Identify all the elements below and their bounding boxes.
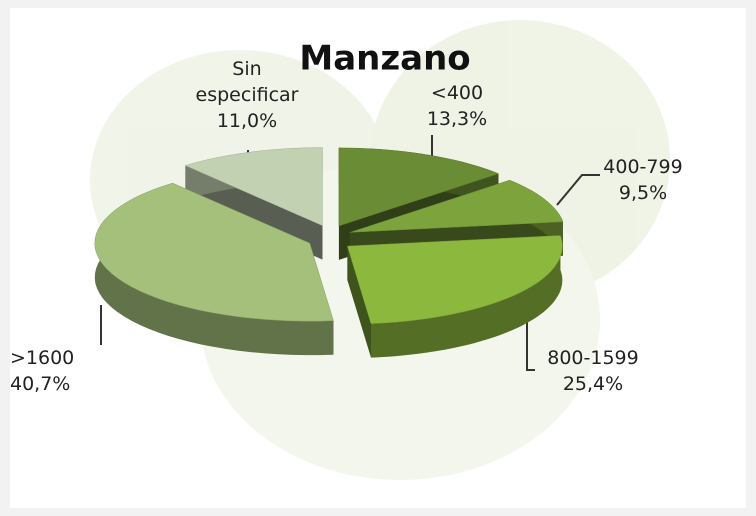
chart: Manzano <box>0 0 756 516</box>
value-label: 25,4% <box>528 371 658 397</box>
value-label: 9,5% <box>578 180 708 206</box>
chart-page: Manzano <40013,3% 400-7999,5% 800-159925… <box>0 0 756 516</box>
category-label: >1600 <box>10 345 120 371</box>
value-label: 40,7% <box>10 371 120 397</box>
value-label: 11,0% <box>192 108 302 134</box>
category-label: <400 <box>392 80 522 106</box>
value-label: 13,3% <box>392 106 522 132</box>
category-label: Sin especificar <box>192 56 302 108</box>
category-label: 400-799 <box>578 154 708 180</box>
category-label: 800-1599 <box>528 345 658 371</box>
chart-title: Manzano <box>299 39 470 79</box>
